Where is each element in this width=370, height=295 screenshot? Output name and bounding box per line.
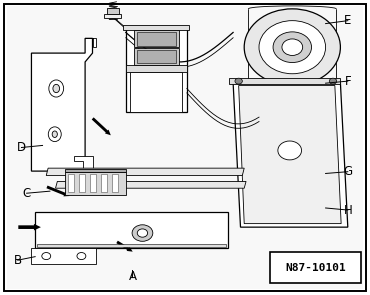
Ellipse shape [53,84,60,93]
Polygon shape [123,25,189,30]
Polygon shape [90,174,96,192]
Polygon shape [233,83,348,227]
Circle shape [42,253,51,260]
Polygon shape [37,244,226,247]
Text: B: B [14,254,22,267]
Text: F: F [344,75,351,88]
Polygon shape [68,174,74,192]
Polygon shape [134,30,179,47]
Ellipse shape [52,131,57,137]
Text: E: E [344,14,352,27]
Circle shape [244,9,340,86]
Polygon shape [130,72,182,112]
Circle shape [329,78,337,84]
Circle shape [235,78,242,84]
Text: H: H [343,204,352,217]
Text: A: A [128,270,137,283]
Polygon shape [104,14,121,18]
Polygon shape [239,86,341,224]
Text: G: G [343,165,352,178]
Polygon shape [107,8,119,14]
Polygon shape [126,28,187,112]
Circle shape [278,141,302,160]
Polygon shape [31,248,96,264]
Polygon shape [65,172,126,195]
Polygon shape [137,32,176,46]
Polygon shape [74,156,92,171]
Text: N87-10101: N87-10101 [285,263,346,273]
Polygon shape [134,48,179,65]
Text: D: D [17,141,26,154]
Circle shape [77,253,86,260]
Polygon shape [229,78,340,84]
Polygon shape [79,174,85,192]
Polygon shape [137,50,176,63]
Polygon shape [56,181,246,188]
Polygon shape [65,169,126,172]
Bar [270,252,361,283]
Polygon shape [46,168,244,176]
Polygon shape [85,38,96,47]
Polygon shape [35,212,228,248]
Circle shape [137,229,148,237]
Polygon shape [101,174,107,192]
Circle shape [259,21,326,74]
Circle shape [132,225,153,241]
Polygon shape [7,6,363,289]
Circle shape [273,32,312,63]
Polygon shape [126,65,187,72]
Ellipse shape [49,80,64,97]
Text: C: C [23,187,31,200]
Polygon shape [31,38,92,171]
Ellipse shape [48,127,61,142]
Circle shape [282,39,303,55]
Polygon shape [112,174,118,192]
